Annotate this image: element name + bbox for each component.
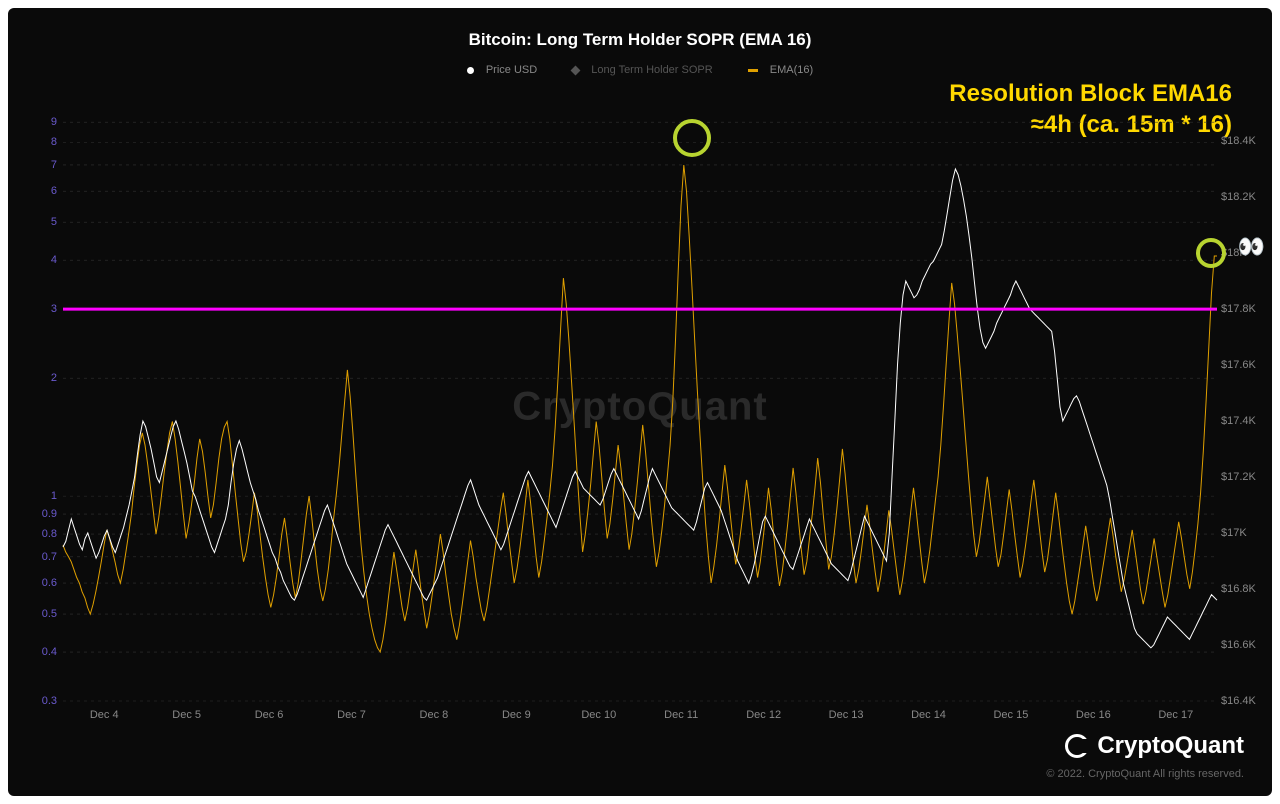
ytick-left: 1 [25, 490, 57, 502]
xtick: Dec 15 [993, 709, 1028, 721]
xtick: Dec 11 [664, 709, 698, 721]
series-svg [63, 113, 1217, 701]
ytick-right: $18.4K [1221, 135, 1265, 147]
ytick-right: $17.4K [1221, 415, 1265, 427]
xtick: Dec 8 [420, 709, 449, 721]
xtick: Dec 12 [746, 709, 781, 721]
xtick: Dec 4 [90, 709, 119, 721]
xtick: Dec 13 [829, 709, 864, 721]
legend-price: Price USD [459, 64, 545, 76]
ytick-left: 7 [25, 159, 57, 171]
ytick-left: 0.4 [25, 646, 57, 658]
ytick-left: 0.3 [25, 695, 57, 707]
ytick-left: 8 [25, 136, 57, 148]
xtick: Dec 17 [1158, 709, 1193, 721]
ytick-right: $17.8K [1221, 303, 1265, 315]
highlight-circle [1196, 238, 1226, 268]
ytick-right: $16.4K [1221, 695, 1265, 707]
ytick-left: 0.5 [25, 608, 57, 620]
eyes-icon: 👀 [1238, 234, 1265, 260]
plot-area[interactable]: CryptoQuant 0.30.40.50.60.70.80.91234567… [63, 113, 1217, 701]
ytick-left: 0.7 [25, 551, 57, 563]
xtick: Dec 7 [337, 709, 366, 721]
ytick-right: $17K [1221, 527, 1265, 539]
ytick-left: 4 [25, 254, 57, 266]
highlight-circle [673, 119, 711, 157]
ytick-left: 9 [25, 116, 57, 128]
ytick-left: 3 [25, 303, 57, 315]
xtick: Dec 10 [581, 709, 616, 721]
legend-sopr: Long Term Holder SOPR [564, 64, 720, 76]
ytick-left: 5 [25, 216, 57, 228]
xtick: Dec 16 [1076, 709, 1111, 721]
ytick-left: 0.8 [25, 528, 57, 540]
ytick-right: $18.2K [1221, 191, 1265, 203]
ytick-right: $17.2K [1221, 471, 1265, 483]
chart-frame: Bitcoin: Long Term Holder SOPR (EMA 16) … [8, 8, 1272, 796]
ytick-left: 2 [25, 372, 57, 384]
copyright: © 2022. CryptoQuant All rights reserved. [1046, 768, 1244, 780]
ytick-right: $16.6K [1221, 639, 1265, 651]
ytick-left: 6 [25, 185, 57, 197]
xtick: Dec 9 [502, 709, 531, 721]
ytick-right: $16.8K [1221, 583, 1265, 595]
logo-icon [1065, 734, 1089, 758]
ytick-right: $17.6K [1221, 359, 1265, 371]
legend: Price USD Long Term Holder SOPR EMA(16) [8, 64, 1272, 76]
chart-title: Bitcoin: Long Term Holder SOPR (EMA 16) [8, 30, 1272, 50]
xtick: Dec 14 [911, 709, 946, 721]
xtick: Dec 6 [255, 709, 284, 721]
xtick: Dec 5 [172, 709, 201, 721]
footer-logo: CryptoQuant [1065, 732, 1244, 760]
ytick-left: 0.6 [25, 577, 57, 589]
legend-ema: EMA(16) [740, 64, 821, 76]
ytick-left: 0.9 [25, 508, 57, 520]
